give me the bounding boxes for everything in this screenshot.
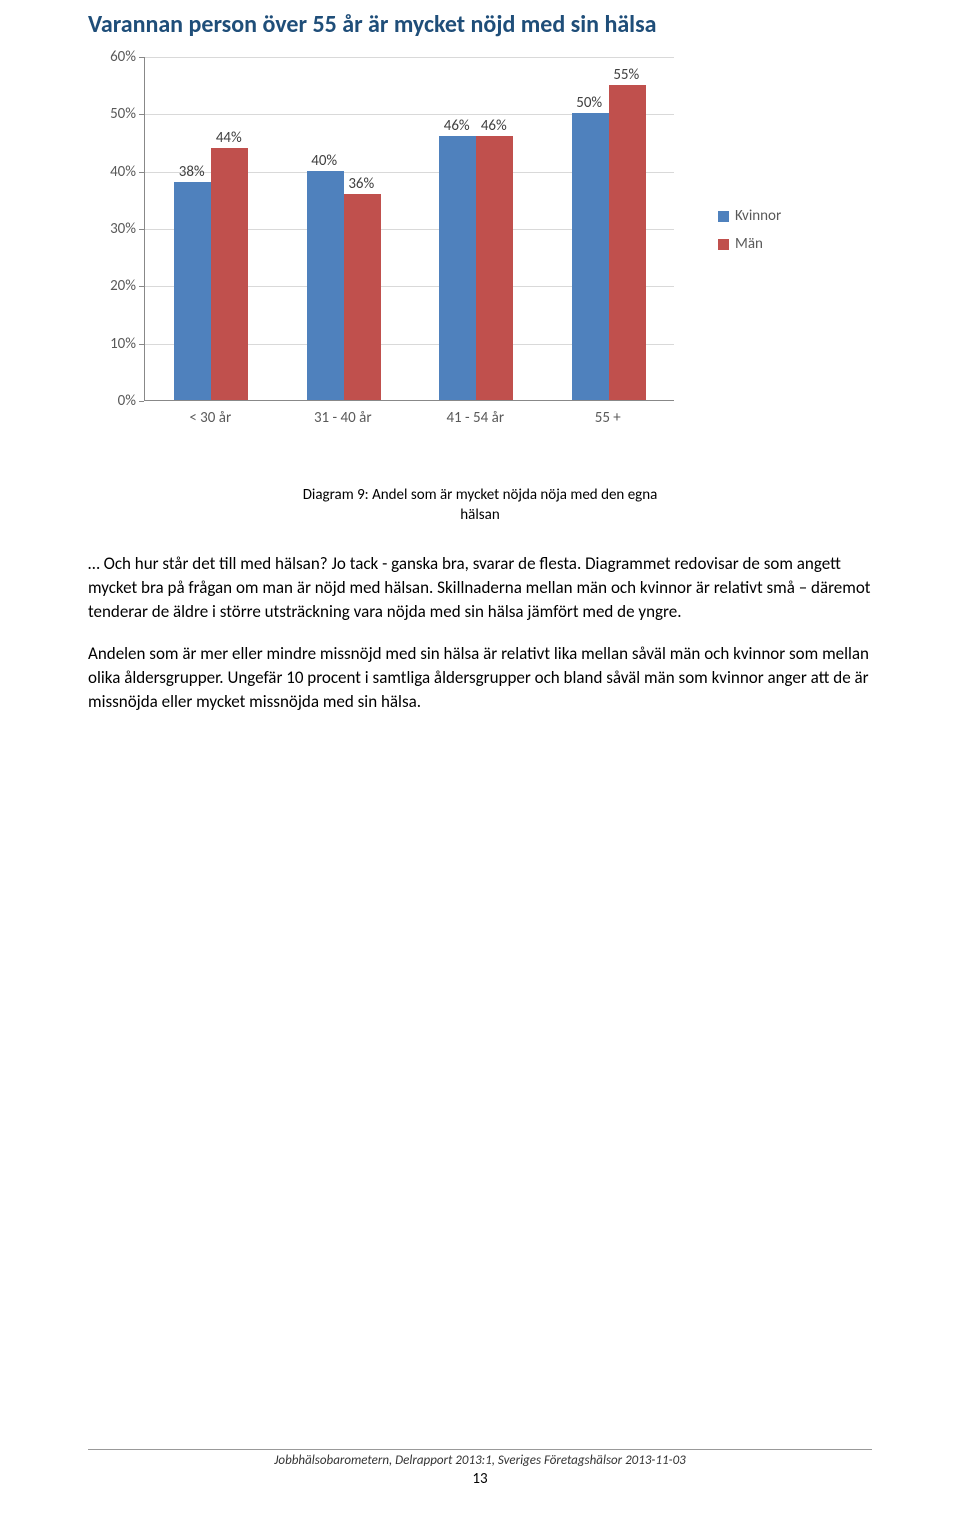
chart-axes [144,57,674,401]
page-number: 13 [88,1470,872,1488]
y-tick-label: 30% [88,220,136,238]
chart-bar [174,182,211,400]
x-tick-label: 41 - 54 år [446,409,504,427]
caption-line-2: hälsan [460,506,499,524]
legend-label: Män [735,235,763,253]
legend-item: Kvinnor [718,207,781,225]
x-tick-label: < 30 år [189,409,231,427]
chart-bar [439,136,476,400]
y-tick-label: 50% [88,105,136,123]
body-paragraph: Andelen som är mer eller mindre missnöjd… [88,642,872,714]
legend-item: Män [718,235,781,253]
footer-divider [88,1449,872,1450]
x-tick-label: 55 + [595,409,621,427]
y-tick-label: 60% [88,48,136,66]
chart-bar [307,171,344,400]
legend-label: Kvinnor [735,207,781,225]
y-tick-label: 20% [88,277,136,295]
chart-legend: Kvinnor Män [718,207,781,263]
legend-swatch [718,211,729,222]
y-tick-label: 0% [88,392,136,410]
x-tick-label: 31 - 40 år [314,409,372,427]
footer-text: Jobbhälsobarometern, Delrapport 2013:1, … [88,1453,872,1468]
health-satisfaction-chart: 0%10%20%30%40%50%60%38%44%< 30 år40%36%3… [88,57,868,457]
chart-bar [609,85,646,400]
y-tick-label: 40% [88,163,136,181]
chart-bar [344,194,381,400]
chart-bar [572,113,609,400]
caption-line-1: Diagram 9: Andel som är mycket nöjda nöj… [303,486,658,504]
chart-bar [476,136,513,400]
page-title: Varannan person över 55 år är mycket nöj… [88,10,872,39]
legend-swatch [718,239,729,250]
chart-caption: Diagram 9: Andel som är mycket nöjda nöj… [88,485,872,526]
chart-bar [211,148,248,400]
y-tickmark [139,401,144,402]
y-tick-label: 10% [88,335,136,353]
body-paragraph: … Och hur står det till med hälsan? Jo t… [88,552,872,624]
page-footer: Jobbhälsobarometern, Delrapport 2013:1, … [88,1449,872,1488]
